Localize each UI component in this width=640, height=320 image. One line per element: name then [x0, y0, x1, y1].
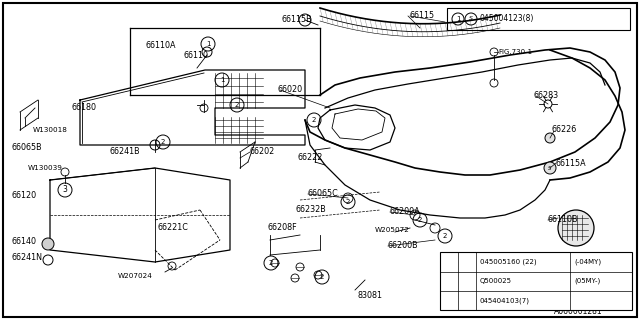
Text: 2: 2	[443, 233, 447, 239]
Text: 66222: 66222	[298, 154, 323, 163]
Text: 66140: 66140	[12, 237, 37, 246]
Circle shape	[42, 238, 54, 250]
Text: 83081: 83081	[358, 291, 383, 300]
Text: 66180: 66180	[72, 102, 97, 111]
Circle shape	[558, 210, 594, 246]
Text: 66241N: 66241N	[12, 253, 43, 262]
Text: 66065C: 66065C	[308, 189, 339, 198]
Bar	[440, 252, 632, 310]
Text: W130039: W130039	[28, 165, 63, 171]
Text: 66065B: 66065B	[12, 142, 43, 151]
Text: 66120: 66120	[12, 191, 37, 201]
Text: 3: 3	[447, 298, 451, 304]
Text: 2: 2	[447, 259, 451, 265]
Text: 66283: 66283	[534, 92, 559, 100]
Text: 66241B: 66241B	[110, 148, 141, 156]
Text: 66226: 66226	[552, 125, 577, 134]
Text: Q500025: Q500025	[480, 278, 512, 284]
Text: 66020: 66020	[278, 84, 303, 93]
Text: (05MY-): (05MY-)	[574, 278, 600, 284]
Text: W130018: W130018	[33, 127, 68, 133]
Text: S: S	[469, 17, 473, 21]
Text: 66110B: 66110B	[548, 215, 579, 225]
Text: W205072: W205072	[375, 227, 410, 233]
Text: 2: 2	[235, 102, 239, 108]
Text: 1: 1	[220, 77, 224, 83]
Text: 2: 2	[269, 260, 273, 266]
Circle shape	[544, 162, 556, 174]
Circle shape	[545, 133, 555, 143]
Text: W207024: W207024	[118, 273, 153, 279]
Text: 3: 3	[63, 186, 67, 195]
Text: 045404103(7): 045404103(7)	[480, 298, 530, 304]
Text: 66200A: 66200A	[390, 207, 420, 217]
Text: 66221C: 66221C	[158, 223, 189, 233]
Text: 66208F: 66208F	[267, 222, 296, 231]
Text: A660001281: A660001281	[554, 308, 603, 316]
Text: 045005160 (22): 045005160 (22)	[480, 259, 536, 265]
Text: 66115A: 66115A	[556, 158, 587, 167]
Text: 2: 2	[346, 199, 350, 205]
Text: 66115: 66115	[410, 12, 435, 20]
Text: 045004123(8): 045004123(8)	[480, 14, 534, 23]
Text: 2: 2	[418, 217, 422, 223]
Bar	[447, 8, 630, 30]
Text: 2: 2	[320, 274, 324, 280]
Text: 1: 1	[205, 41, 211, 47]
Text: S: S	[465, 299, 469, 303]
Text: 66232B: 66232B	[296, 204, 327, 213]
Text: 2: 2	[312, 117, 316, 123]
Text: S: S	[465, 260, 469, 265]
Text: 66110: 66110	[183, 52, 208, 60]
Text: 2: 2	[161, 139, 165, 145]
Text: S: S	[548, 165, 552, 171]
Text: 66115B: 66115B	[282, 15, 312, 25]
Text: 66202: 66202	[250, 148, 275, 156]
Text: (-04MY): (-04MY)	[574, 259, 601, 265]
Text: 1: 1	[456, 16, 460, 22]
Text: 66110A: 66110A	[145, 42, 175, 51]
Text: FIG.730-1: FIG.730-1	[498, 49, 532, 55]
Text: 66200B: 66200B	[388, 242, 419, 251]
